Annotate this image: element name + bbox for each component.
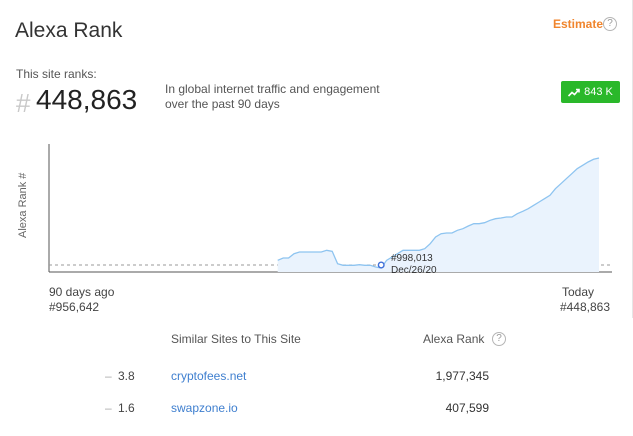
site-link[interactable]: cryptofees.net [171, 369, 247, 383]
similar-sites-heading: Similar Sites to This Site [171, 332, 301, 346]
site-rank: 1,977,345 [435, 369, 489, 383]
change-value: 843 K [584, 86, 613, 98]
overlap-score: 1.6 [118, 401, 135, 415]
help-icon[interactable]: ? [603, 17, 617, 31]
change-badge: 843 K [561, 81, 620, 103]
rank-chart [48, 144, 612, 273]
highlight-marker [377, 261, 385, 269]
similar-rank-heading: Alexa Rank [423, 332, 485, 346]
page-title: Alexa Rank [15, 19, 123, 42]
help-icon[interactable]: ? [492, 332, 506, 346]
rank-description: In global internet traffic and engagemen… [165, 82, 380, 111]
estimate-link[interactable]: Estimate [553, 17, 604, 31]
trend-up-icon [568, 88, 580, 97]
rank-area [277, 158, 599, 272]
start-value: #956,642 [49, 300, 100, 314]
dash: – [105, 401, 112, 415]
alexa-rank-card: Alexa Rank Estimate ? This site ranks: #… [15, 0, 633, 318]
end-value: #448,863 [559, 300, 610, 314]
ranks-label: This site ranks: [16, 67, 97, 81]
highlight-date: Dec/26/20 [391, 265, 437, 276]
start-label: 90 days ago [49, 285, 115, 299]
rank-value: 448,863 [36, 84, 138, 115]
dash: – [105, 369, 112, 383]
table-row: – 1.6 swapzone.io 407,599 [0, 401, 633, 419]
highlight-rank: #998,013 [391, 253, 433, 264]
end-label: Today [561, 285, 594, 299]
site-rank: 407,599 [445, 401, 489, 415]
rank-line [277, 157, 600, 269]
site-link[interactable]: swapzone.io [171, 401, 238, 415]
hash-symbol: # [16, 88, 31, 118]
overlap-score: 3.8 [118, 369, 135, 383]
table-row: – 3.8 cryptofees.net 1,977,345 [0, 369, 633, 387]
